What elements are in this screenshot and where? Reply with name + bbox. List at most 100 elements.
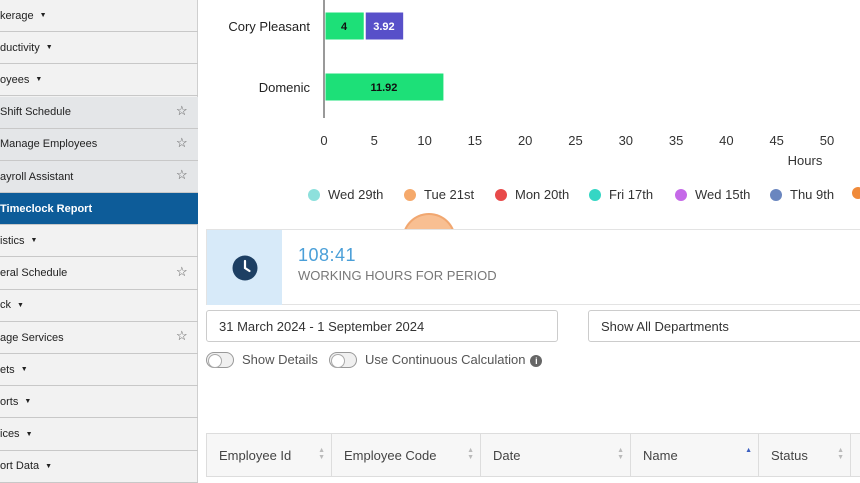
x-tick-label: 45 xyxy=(769,133,783,148)
sidebar-item-oyees[interactable]: oyees ▼ xyxy=(0,64,198,97)
sidebar-item-orts[interactable]: orts ▼ xyxy=(0,386,198,419)
sidebar-item-label: Shift Schedule xyxy=(0,106,71,119)
department-select[interactable]: Show All Departments xyxy=(588,310,860,342)
sidebar-item-label: istics xyxy=(0,234,25,247)
sidebar-item-ets[interactable]: ets ▼ xyxy=(0,354,198,387)
sidebar-item-ort-data[interactable]: ort Data ▼ xyxy=(0,451,198,483)
x-tick-label: 15 xyxy=(468,133,482,148)
legend-label: Tue 21st xyxy=(424,187,475,202)
column-header-label: Name xyxy=(643,447,678,463)
caret-down-icon: ▼ xyxy=(30,237,38,245)
column-header-status[interactable]: Status ▲ ▼ xyxy=(759,434,851,476)
sort-icon: ▲ ▼ xyxy=(837,447,844,461)
column-header-label: Employee Code xyxy=(344,447,437,463)
bar-data-label: 11.92 xyxy=(370,82,397,94)
x-tick-label: 50 xyxy=(820,133,834,148)
date-range-picker[interactable]: 31 March 2024 - 1 September 2024 xyxy=(206,310,558,342)
legend-label: Thu 9th xyxy=(790,187,835,202)
x-tick-label: 20 xyxy=(518,133,532,148)
legend-swatch xyxy=(852,187,860,199)
category-label: Domenic xyxy=(259,80,311,95)
category-label: Cory Pleasant xyxy=(228,19,310,34)
column-header-date[interactable]: Date ▲ ▼ xyxy=(481,434,631,476)
x-tick-label: 40 xyxy=(719,133,733,148)
bar-data-label: 4 xyxy=(341,21,348,33)
sidebar-item-istics[interactable]: istics ▼ xyxy=(0,225,198,258)
sidebar-item-ck[interactable]: ck ▼ xyxy=(0,290,198,322)
x-tick-label: 30 xyxy=(619,133,633,148)
legend-swatch xyxy=(770,188,782,201)
column-header-employee-id[interactable]: Employee Id ▲ ▼ xyxy=(207,434,332,476)
sidebar-item-label: ductivity xyxy=(0,41,40,54)
sidebar-item-label: ayroll Assistant xyxy=(0,170,74,183)
sidebar-item-label: eral Schedule xyxy=(0,267,68,280)
caret-down-icon: ▼ xyxy=(20,366,28,374)
column-header-label: Employee Id xyxy=(219,447,292,463)
legend-item[interactable]: Wed 15th xyxy=(675,187,750,202)
x-axis-label: Hours xyxy=(788,153,823,168)
legend-item[interactable]: Wed 29th xyxy=(308,187,383,202)
caret-down-icon: ▼ xyxy=(25,430,33,438)
sidebar-item-timeclock-report[interactable]: Timeclock Report xyxy=(0,193,198,226)
sidebar-item-age-services[interactable]: age Services ☆ xyxy=(0,322,198,354)
clock-icon xyxy=(232,255,257,280)
legend-swatch xyxy=(589,188,601,201)
sidebar-item-manage-employees[interactable]: Manage Employees ☆ xyxy=(0,128,198,161)
bar-segment xyxy=(324,11,365,41)
star-icon[interactable]: ☆ xyxy=(176,134,188,150)
working-hours-card: 108:41 WORKING HOURS FOR PERIOD xyxy=(206,229,860,305)
legend-swatch xyxy=(495,188,507,201)
sidebar-item-kerage[interactable]: kerage ▼ xyxy=(0,0,198,32)
sidebar-item-shift-schedule[interactable]: Shift Schedule ☆ xyxy=(0,96,198,129)
legend-swatch xyxy=(404,188,416,201)
sort-icon: ▲ ▼ xyxy=(617,447,624,461)
bar-segment xyxy=(364,11,405,41)
caret-down-icon: ▼ xyxy=(35,76,43,84)
column-header-employee-code[interactable]: Employee Code ▲ ▼ xyxy=(332,434,481,476)
legend-label: Mon 20th xyxy=(515,187,570,202)
sidebar-item-label: kerage xyxy=(0,9,34,22)
continuous-calc-label: Use Continuous Calculation xyxy=(365,352,526,367)
caret-down-icon: ▼ xyxy=(45,462,53,470)
x-tick-label: 5 xyxy=(371,133,378,148)
sidebar-item-label: ices xyxy=(0,428,20,441)
legend-swatch xyxy=(675,188,687,201)
legend-item[interactable]: Fri 17th xyxy=(589,187,653,202)
star-icon[interactable]: ☆ xyxy=(176,328,188,343)
column-header-name[interactable]: Name ▲ xyxy=(631,434,759,476)
bar-data-label: 3.92 xyxy=(373,21,394,33)
x-tick-label: 25 xyxy=(568,133,582,148)
bar-segment xyxy=(324,72,445,102)
caret-down-icon: ▼ xyxy=(17,301,24,309)
sort-icon: ▲ xyxy=(745,447,752,454)
legend-label: Wed 15th xyxy=(695,187,751,202)
star-icon[interactable]: ☆ xyxy=(176,102,188,118)
legend-label: Wed 29th xyxy=(328,187,384,202)
sort-icon: ▲ ▼ xyxy=(318,447,325,461)
info-icon[interactable]: i xyxy=(530,355,543,367)
sidebar-item-ices[interactable]: ices ▼ xyxy=(0,419,198,451)
sidebar-item-label: age Services xyxy=(0,331,64,344)
star-icon[interactable]: ☆ xyxy=(176,167,188,182)
x-tick-label: 35 xyxy=(669,133,683,148)
show-details-toggle[interactable] xyxy=(206,352,234,368)
sidebar-item-label: orts xyxy=(0,395,19,408)
caret-down-icon: ▼ xyxy=(24,398,32,406)
sidebar-item-label: ort Data xyxy=(0,460,40,473)
sort-icon: ▲ ▼ xyxy=(467,447,474,461)
sidebar-item-eral-schedule[interactable]: eral Schedule ☆ xyxy=(0,258,198,290)
sidebar-item-label: Manage Employees xyxy=(0,138,98,151)
legend-item[interactable] xyxy=(852,187,860,199)
continuous-calc-toggle[interactable] xyxy=(329,352,357,368)
legend-item[interactable]: Mon 20th xyxy=(495,187,569,202)
sidebar-item-ductivity[interactable]: ductivity ▼ xyxy=(0,32,198,65)
sidebar-item-ayroll-assistant[interactable]: ayroll Assistant ☆ xyxy=(0,161,198,193)
sidebar-item-label: Timeclock Report xyxy=(0,202,93,215)
star-icon[interactable]: ☆ xyxy=(176,263,188,279)
working-hours-value: 108:41 xyxy=(298,245,357,265)
hours-bar-chart: Cory Pleasant 4 3.92 Domenic 11.92 0 5 10 15 20 25… xyxy=(228,0,834,168)
column-header-label: Date xyxy=(493,447,521,463)
legend-item[interactable]: Thu 9th xyxy=(770,187,834,202)
legend-item[interactable]: Tue 21st xyxy=(404,187,474,202)
clock-icon-box xyxy=(207,230,282,305)
